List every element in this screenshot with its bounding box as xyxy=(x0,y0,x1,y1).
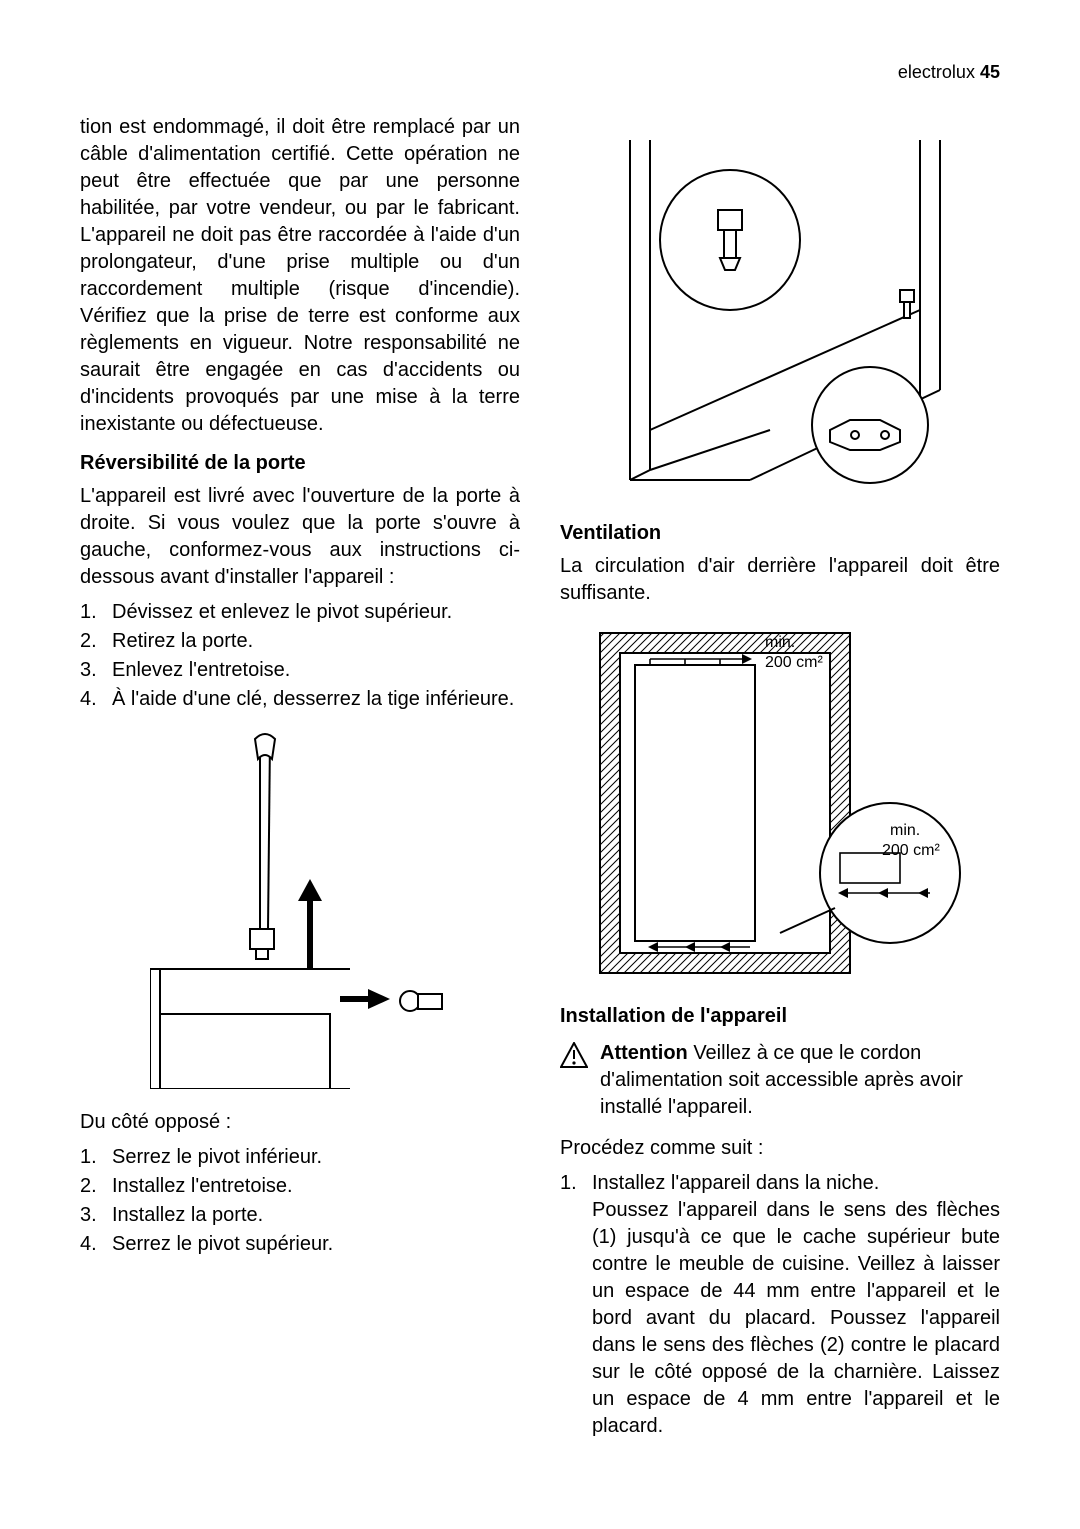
ventilation-heading: Ventilation xyxy=(560,520,1000,547)
vent-top-val: 200 cm² xyxy=(765,654,823,671)
intro-paragraph: tion est endommagé, il doit être remplac… xyxy=(80,114,520,438)
attention-lead: Attention xyxy=(600,1042,688,1064)
ventilation-paragraph: La circulation d'air derrière l'appareil… xyxy=(560,553,1000,607)
pivot-figure xyxy=(80,729,520,1089)
list-item: 3.Installez la porte. xyxy=(80,1202,520,1229)
attention-block: Attention Veillez à ce que le cordon d'a… xyxy=(560,1040,1000,1121)
install-step-lead: Installez l'appareil dans la niche. xyxy=(592,1172,879,1194)
top-diagram-icon xyxy=(580,130,980,500)
left-column: tion est endommagé, il doit être remplac… xyxy=(80,114,520,1450)
door-paragraph: L'appareil est livré avec l'ouverture de… xyxy=(80,483,520,591)
list-item: 2.Retirez la porte. xyxy=(80,628,520,655)
warning-icon xyxy=(560,1042,588,1121)
vent-bottom-val: 200 cm² xyxy=(882,842,940,859)
vent-top-min: min. xyxy=(765,634,795,651)
list-item: 4.Serrez le pivot supérieur. xyxy=(80,1231,520,1258)
opposite-steps-list: 1.Serrez le pivot inférieur. 2.Installez… xyxy=(80,1144,520,1258)
opposite-label: Du côté opposé : xyxy=(80,1109,520,1136)
door-steps-list: 1.Dévissez et enlevez le pivot supérieur… xyxy=(80,599,520,713)
list-item: 1.Serrez le pivot inférieur. xyxy=(80,1144,520,1171)
install-heading: Installation de l'appareil xyxy=(560,1003,1000,1030)
right-column: Ventilation La circulation d'air derrièr… xyxy=(560,114,1000,1450)
list-item: 4.À l'aide d'une clé, desserrez la tige … xyxy=(80,686,520,713)
ventilation-diagram-icon: min. 200 cm² xyxy=(590,623,970,983)
content-columns: tion est endommagé, il doit être remplac… xyxy=(80,114,1000,1450)
list-item: 1. Installez l'appareil dans la niche. P… xyxy=(560,1170,1000,1440)
page-number: 45 xyxy=(980,62,1000,82)
ventilation-figure: min. 200 cm² xyxy=(560,623,1000,983)
list-item: 2.Installez l'entretoise. xyxy=(80,1173,520,1200)
list-item: 1.Dévissez et enlevez le pivot supérieur… xyxy=(80,599,520,626)
attention-text: Attention Veillez à ce que le cordon d'a… xyxy=(600,1040,1000,1121)
page-header: electrolux 45 xyxy=(80,60,1000,84)
proceed-label: Procédez comme suit : xyxy=(560,1135,1000,1162)
door-heading: Réversibilité de la porte xyxy=(80,450,520,477)
install-steps-list: 1. Installez l'appareil dans la niche. P… xyxy=(560,1170,1000,1440)
list-item: 3.Enlevez l'entretoise. xyxy=(80,657,520,684)
pivot-diagram-icon xyxy=(150,729,450,1089)
vent-bottom-min: min. xyxy=(890,822,920,839)
brand-label: electrolux xyxy=(898,62,975,82)
install-step-body: Poussez l'appareil dans le sens des flèc… xyxy=(592,1197,1000,1440)
top-diagram-figure xyxy=(560,130,1000,500)
